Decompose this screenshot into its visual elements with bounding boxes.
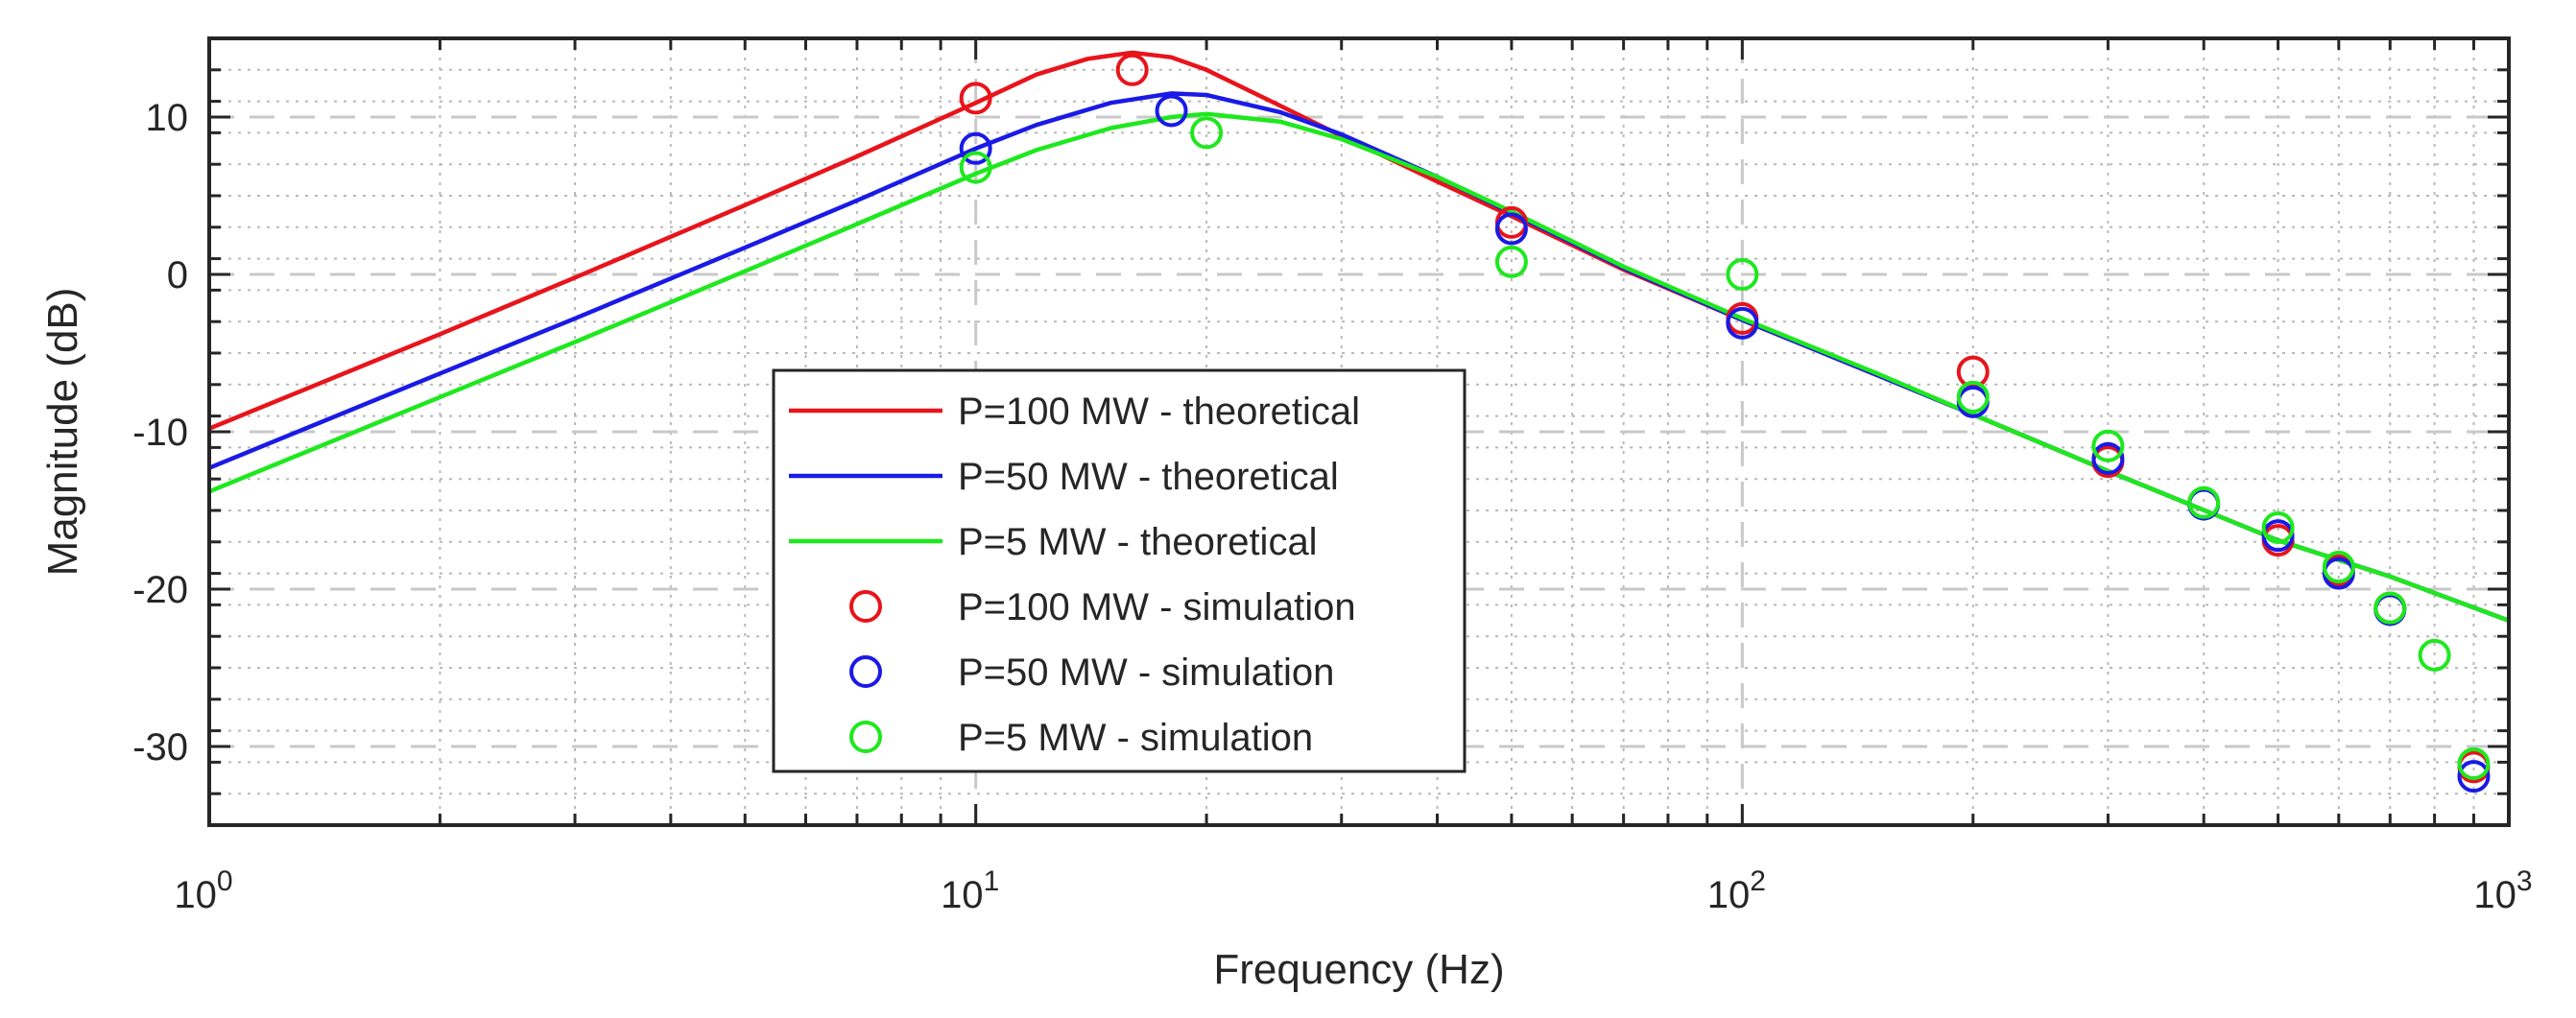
legend-marker-swatch <box>849 590 882 623</box>
data-point <box>2261 519 2295 553</box>
series-line-p-5-mw-theoretical <box>208 111 2510 623</box>
legend-label: P=50 MW - theoretical <box>958 456 1339 498</box>
data-point <box>1494 212 1528 246</box>
legend-label: P=5 MW - simulation <box>958 717 1313 759</box>
ticks <box>207 36 2511 827</box>
x-axis-title: Frequency (Hz) <box>1213 946 1504 993</box>
data-point <box>2322 551 2355 584</box>
series-group <box>208 50 2510 793</box>
x-tick-label: 102 <box>1707 865 1766 916</box>
data-point <box>2091 441 2125 475</box>
data-point <box>959 151 992 184</box>
legend-label: P=5 MW - theoretical <box>958 521 1318 563</box>
data-point <box>2091 429 2125 462</box>
data-point <box>2418 638 2451 672</box>
data-point <box>959 82 992 115</box>
legend-marker-swatch <box>849 721 882 753</box>
x-tick-label: 100 <box>174 865 232 916</box>
data-point <box>1956 380 1990 414</box>
data-point <box>2261 511 2295 545</box>
data-point <box>1494 245 1528 278</box>
y-tick-label: -10 <box>132 412 188 454</box>
data-point <box>959 131 992 165</box>
y-tick-label: -20 <box>132 569 188 611</box>
data-point <box>1190 116 1224 150</box>
y-tick-label: -30 <box>132 726 188 769</box>
data-point <box>2457 760 2491 793</box>
x-tick-label: 101 <box>941 865 999 916</box>
y-tick-label: 0 <box>167 254 188 296</box>
grid <box>209 37 2509 826</box>
legend-label: P=100 MW - simulation <box>958 586 1356 628</box>
x-tick-label: 103 <box>2473 865 2532 916</box>
data-point <box>1115 53 1149 86</box>
legend-box <box>772 368 1467 773</box>
data-point <box>2187 485 2221 519</box>
data-point <box>1726 258 1759 291</box>
legend-label: P=100 MW - theoretical <box>958 391 1360 433</box>
data-point <box>2373 591 2407 625</box>
y-tick-label: 10 <box>146 97 189 139</box>
data-point <box>1155 94 1188 128</box>
data-point <box>1726 306 1759 340</box>
y-axis-title: Magnitude (dB) <box>39 288 86 577</box>
legend-marker-swatch <box>849 655 882 688</box>
legend: P=100 MW - theoretical P=50 MW - theoreti… <box>772 368 1467 773</box>
data-point <box>2457 747 2491 781</box>
legend-label: P=50 MW - simulation <box>958 651 1334 694</box>
